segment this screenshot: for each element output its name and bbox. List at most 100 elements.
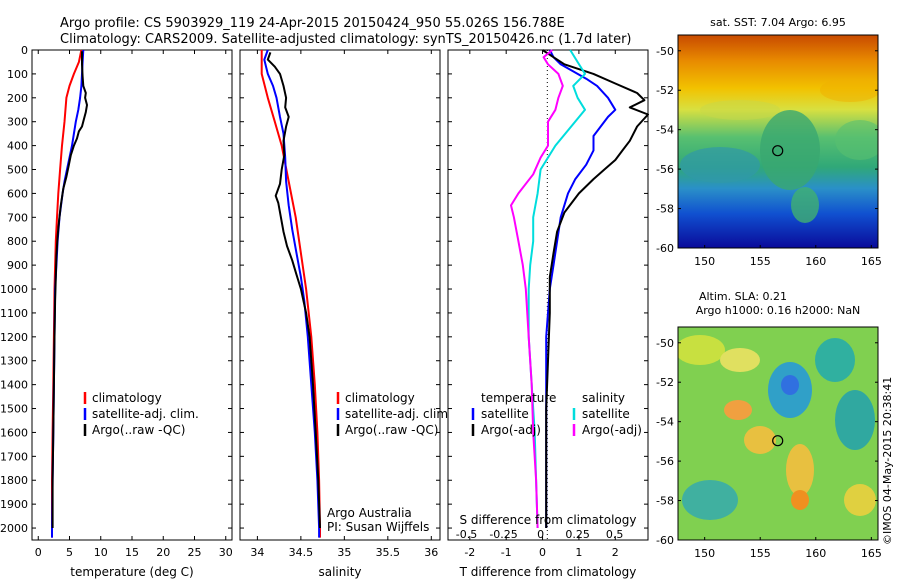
credit-line1: Argo Australia [327,506,412,520]
salinity-panel: 34 34.5 35 35.5 36 salinity climatology sate… [239,49,452,579]
sst-map: sat. SST: 7.04 Argo: 6.95 [656,16,882,268]
sla-lat-axis: -50 -52 -54 -56 -58 -60 [656,337,878,547]
lon-tick-label: 160 [805,255,826,268]
depth-tick-label: 1200 [0,331,28,344]
salinity-x-axis: 34 34.5 35 35.5 36 [250,50,438,559]
legend-label-climatology: climatology [92,391,162,405]
lon-tick-label: 160 [805,547,826,560]
lat-tick-label: -58 [656,203,674,216]
depth-tick-label: 1600 [0,426,28,439]
lon-tick-label: 165 [861,547,882,560]
legend-label-satellite: satellite-adj. clim. [345,407,452,421]
x-tick-label: 36 [424,546,438,559]
x-tick-label: 34 [250,546,264,559]
sst-map-frame [677,34,879,249]
legend-label-argo: Argo(..raw -QC) [345,423,438,437]
salinity-depth-ticks [240,49,440,529]
x-tick-label: 0 [539,546,546,559]
series-line-satellite-adj-clim- [263,49,321,538]
sla-map: Altim. SLA: 0.21 Argo h1000: 0.16 h2000:… [656,290,882,560]
x-tick-label: -1 [501,546,512,559]
legend-title-salinity: salinity [582,391,625,405]
figure-title-line1: Argo profile: CS 5903929_119 24-Apr-2015… [60,16,565,31]
sla-map-title1: Altim. SLA: 0.21 [699,290,787,303]
difference-x-axis: -2 -1 0 1 2 [464,50,619,559]
lat-tick-label: -52 [656,84,674,97]
lat-tick-label: -50 [656,337,674,350]
legend-label-temp-satellite: satellite [481,407,529,421]
lat-tick-label: -50 [656,45,674,58]
lat-tick-label: -56 [656,455,674,468]
temperature-panel: 0100200300400500600700800900100011001200… [0,44,233,579]
temperature-x-axis: 0 5 10 15 20 25 30 [35,50,233,559]
depth-tick-label: 200 [7,92,28,105]
sst-lon-axis: 150 155 160 165 [694,245,882,268]
lon-tick-label: 150 [694,255,715,268]
legend-label-argo: Argo(..raw -QC) [92,423,185,437]
x-tick-label: 1 [575,546,582,559]
x-tick-label: 10 [94,546,108,559]
t-difference-label: T difference from climatology [459,565,637,579]
credit-line2: PI: Susan Wijffels [327,520,429,534]
depth-axis: 0 100 200 300 400 500 600 700 800 900 1000 1100 1200… [0,44,232,535]
x-tick-label: 35.5 [376,546,401,559]
lat-tick-label: -60 [656,534,674,547]
depth-tick-label: 1100 [0,307,28,320]
series-line-climatology [260,50,321,538]
lon-tick-label: 165 [861,255,882,268]
x-tick-label: 0 [35,546,42,559]
temperature-xlabel: temperature (deg C) [70,565,193,579]
depth-tick-label: 1300 [0,355,28,368]
legend-label-satellite: satellite-adj. clim. [92,407,199,421]
s-difference-label: S difference from climatology [460,513,637,527]
series-line-argo-adj- [510,49,564,529]
legend-label-temp-argo: Argo(-adj) [481,423,541,437]
depth-tick-label: 100 [7,68,28,81]
legend-label-climatology: climatology [345,391,415,405]
sla-lon-axis: 150 155 160 165 [694,537,882,560]
timestamp-credit: ©IMOS 04-May-2015 20:38:41 [881,377,894,545]
sst-map-title: sat. SST: 7.04 Argo: 6.95 [710,16,846,29]
depth-tick-label: 2000 [0,522,28,535]
lat-tick-label: -54 [656,416,674,429]
temperature-series [51,49,88,538]
depth-tick-label: 800 [7,235,28,248]
x-tick-label: 34.5 [289,546,314,559]
series-line-argo-adj- [541,49,649,528]
lon-tick-label: 155 [750,255,771,268]
legend-label-sal-satellite: satellite [582,407,630,421]
depth-tick-label: 700 [7,211,28,224]
salinity-series [260,49,321,538]
depth-tick-label: 0 [21,44,28,57]
series-line-argo-raw-qc- [266,52,321,529]
salinity-difference-axis: -0.5 -0.25 0 0.25 0.5 [456,528,624,541]
depth-tick-label: 500 [7,164,28,177]
depth-tick-label: 600 [7,187,28,200]
difference-depth-ticks [448,49,648,529]
sla-float-marker [772,435,784,447]
legend-title-temperature: temperature [481,391,556,405]
sst-float-marker [772,145,784,157]
x-tick-label: 5 [66,546,73,559]
x-tick-label: 15 [125,546,139,559]
x-tick-label: 30 [219,546,233,559]
series-line-satellite [545,49,617,528]
lon-tick-label: 155 [750,547,771,560]
figure-title-line2: Climatology: CARS2009. Satellite-adjuste… [60,32,632,47]
depth-tick-label: 1700 [0,450,28,463]
temperature-legend: climatology satellite-adj. clim. Argo(..… [83,391,199,437]
x-tick-label: 35 [337,546,351,559]
lat-tick-label: -56 [656,163,674,176]
depth-tick-label: 1400 [0,379,28,392]
s-diff-tick-label: -0.25 [489,528,517,541]
depth-tick-label: 1800 [0,474,28,487]
difference-series [510,49,649,529]
lat-tick-label: -58 [656,495,674,508]
lat-tick-label: -54 [656,124,674,137]
sst-lat-axis: -50 -52 -54 -56 -58 -60 [656,45,878,255]
lat-tick-label: -60 [656,242,674,255]
sst-map-texture [680,78,878,223]
difference-panel: -2 -1 0 1 2 -0.5 -0.25 0 0.25 0.5 S difference f… [447,49,649,579]
sla-map-title2: Argo h1000: 0.16 h2000: NaN [696,304,861,317]
